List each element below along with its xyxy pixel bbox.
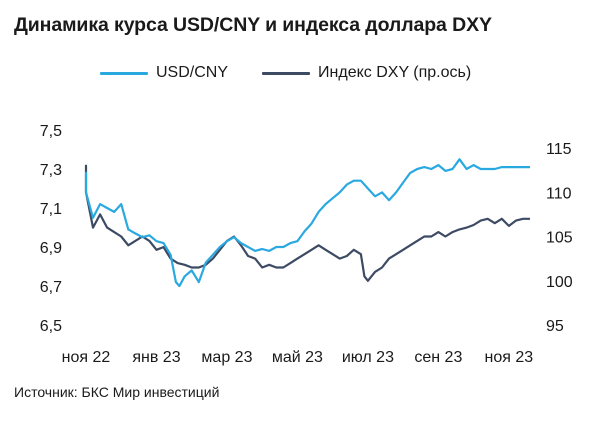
x-tick-label: ноя 22: [62, 349, 111, 366]
right-tick-label: 110: [546, 185, 572, 202]
left-tick-label: 6,5: [40, 318, 62, 335]
chart-title: Динамика курса USD/CNY и индекса доллара…: [14, 14, 492, 36]
left-tick-label: 6,9: [40, 240, 62, 257]
x-tick-label: май 23: [272, 349, 323, 366]
left-axis-ticks: 6,5 6,7 6,9 7,1 7,3 7,5: [40, 123, 62, 335]
left-tick-label: 7,1: [40, 201, 62, 218]
legend-item-dxy: Индекс DXY (пр.ось): [262, 64, 471, 82]
right-tick-label: 95: [546, 318, 564, 335]
x-axis-ticks: ноя 22 янв 23 мар 23 май 23 июл 23 сен 23 ноя …: [62, 349, 534, 366]
right-tick-label: 115: [546, 141, 572, 158]
legend-swatch-dxy: [262, 71, 311, 75]
legend-item-usdcny: USD/CNY: [100, 64, 228, 82]
right-axis-ticks: 95 100 105 110 115: [546, 141, 573, 335]
series-line-usdcny: [84, 158, 530, 288]
series-line-dxy: [84, 164, 530, 282]
left-tick-label: 7,3: [40, 162, 62, 179]
left-tick-label: 6,7: [40, 279, 62, 296]
x-tick-label: мар 23: [201, 349, 252, 366]
x-tick-label: ноя 23: [485, 349, 534, 366]
left-tick-label: 7,5: [40, 123, 62, 140]
legend: USD/CNY Индекс DXY (пр.ось): [100, 64, 505, 82]
x-tick-label: июл 23: [342, 349, 394, 366]
x-tick-label: янв 23: [132, 349, 180, 366]
source-note: Источник: БКС Мир инвестиций: [14, 384, 220, 400]
legend-label-usdcny: USD/CNY: [156, 64, 229, 81]
right-tick-label: 105: [546, 230, 573, 247]
right-tick-label: 100: [546, 274, 573, 291]
legend-swatch-usdcny: [100, 71, 148, 75]
series-lines: [84, 158, 530, 288]
legend-label-dxy: Индекс DXY (пр.ось): [318, 64, 472, 81]
x-tick-label: сен 23: [414, 349, 462, 366]
